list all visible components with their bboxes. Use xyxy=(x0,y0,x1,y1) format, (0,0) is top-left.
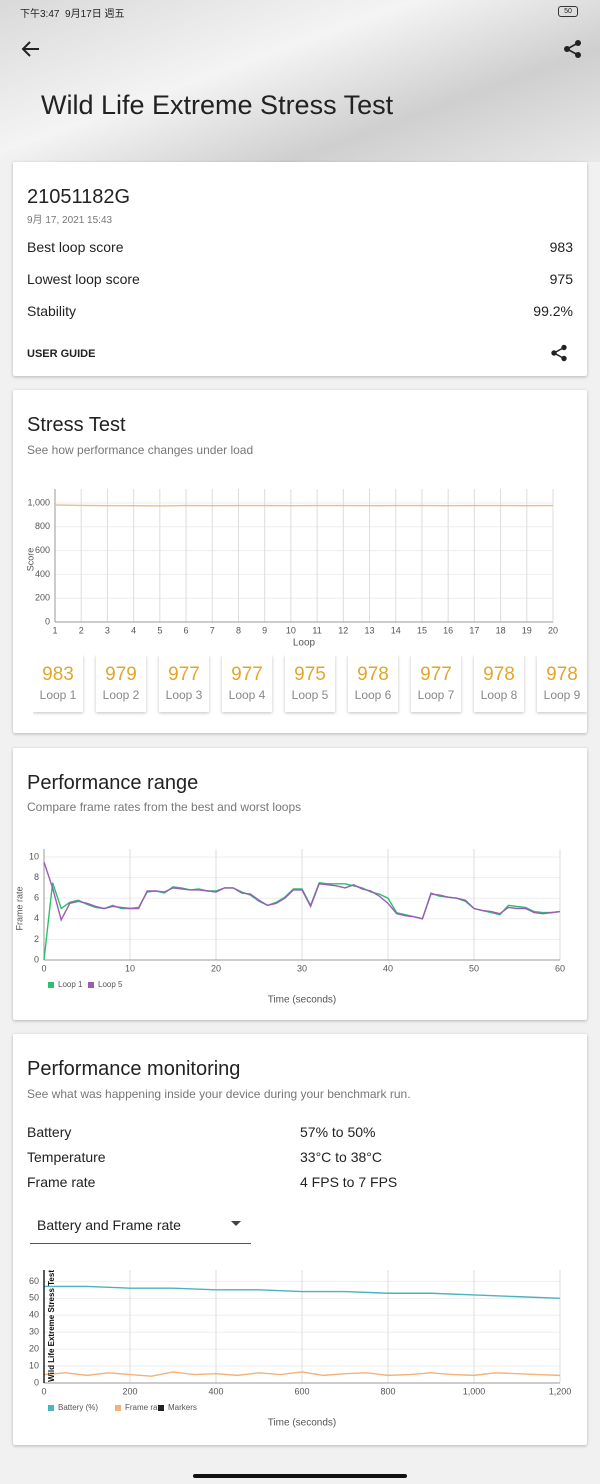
section-subtitle: See what was happening inside your devic… xyxy=(27,1087,411,1101)
device-name: 21051182G xyxy=(27,186,131,208)
monitor-row: Battery 57% to 50% xyxy=(27,1124,527,1140)
value: 983 xyxy=(549,239,573,255)
loop-card: 979 Loop 2 xyxy=(96,655,146,712)
loop-label: Loop 2 xyxy=(102,688,140,702)
status-bar: 下午3:47 9月17日 週五 xyxy=(20,5,125,20)
loop-label: Loop 6 xyxy=(354,688,392,702)
loop-card: 983 Loop 1 xyxy=(33,655,83,712)
loop-score: 975 xyxy=(294,664,326,685)
loop-card: 977 Loop 4 xyxy=(222,655,272,712)
dropdown-arrow xyxy=(231,1221,241,1226)
share-button[interactable] xyxy=(563,39,583,59)
label: Temperature xyxy=(27,1149,106,1165)
loop-score: 977 xyxy=(231,664,263,685)
loop-card: 978 Loop 9 xyxy=(537,655,587,712)
chart-dropdown[interactable]: Battery and Frame rate xyxy=(30,1206,251,1244)
loop-score: 977 xyxy=(168,664,200,685)
loop-card: 978 Loop 6 xyxy=(348,655,398,712)
value: 975 xyxy=(549,271,573,287)
summary-card: 21051182G 9月 17, 2021 15:43 Best loop sc… xyxy=(13,162,587,376)
page-title: Wild Life Extreme Stress Test xyxy=(41,90,394,120)
label: Lowest loop score xyxy=(27,271,140,287)
stress-card: Stress Test See how performance changes … xyxy=(13,390,587,733)
time: 下午3:47 xyxy=(20,9,60,20)
loop-score: 979 xyxy=(105,664,137,685)
section-title: Performance monitoring xyxy=(27,1058,241,1080)
section-title: Stress Test xyxy=(27,414,126,436)
battery-icon: 50 xyxy=(558,6,578,17)
section-subtitle: Compare frame rates from the best and wo… xyxy=(27,800,302,814)
monitoring-card: Performance monitoring See what was happ… xyxy=(13,1034,587,1445)
loop-card: 977 Loop 7 xyxy=(411,655,461,712)
loop-label: Loop 5 xyxy=(291,688,329,702)
label: Stability xyxy=(27,303,77,319)
monitor-row: Frame rate 4 FPS to 7 FPS xyxy=(27,1174,527,1190)
value: 4 FPS to 7 FPS xyxy=(300,1174,398,1190)
loop-card: 975 Loop 5 xyxy=(285,655,335,712)
section-title: Performance range xyxy=(27,772,199,794)
label: Battery xyxy=(27,1124,72,1140)
loop-card: 978 Loop 8 xyxy=(474,655,524,712)
value: 57% to 50% xyxy=(300,1124,376,1140)
value: 99.2% xyxy=(533,303,573,319)
summary-row: Stability 99.2% xyxy=(27,303,573,319)
header-background xyxy=(0,0,600,162)
loop-score: 978 xyxy=(546,664,578,685)
loop-list: 983 Loop 1 979 Loop 2 977 Loop 3 977 Loop 4 975 L… xyxy=(33,655,587,717)
loop-label: Loop 8 xyxy=(480,688,518,702)
loop-card: 977 Loop 3 xyxy=(159,655,209,712)
loop-label: Loop 9 xyxy=(543,688,581,702)
loop-label: Loop 1 xyxy=(39,688,77,702)
loop-score: 977 xyxy=(420,664,452,685)
user-guide-link[interactable]: USER GUIDE xyxy=(27,348,96,360)
loop-score: 983 xyxy=(42,664,74,685)
label: Frame rate xyxy=(27,1174,96,1190)
section-subtitle: See how performance changes under load xyxy=(27,443,254,457)
range-card: Performance range Compare frame rates fr… xyxy=(13,748,587,1020)
label: Best loop score xyxy=(27,239,124,255)
back-button[interactable] xyxy=(20,38,42,60)
summary-row: Best loop score 983 xyxy=(27,239,573,255)
share-button[interactable] xyxy=(550,344,568,362)
loop-label: Loop 4 xyxy=(228,688,266,702)
dropdown-value: Battery and Frame rate xyxy=(37,1217,181,1233)
loop-score: 978 xyxy=(357,664,389,685)
value: 33°C to 38°C xyxy=(300,1149,383,1165)
home-indicator xyxy=(193,1474,407,1478)
run-date: 9月 17, 2021 15:43 xyxy=(27,215,113,226)
loop-label: Loop 7 xyxy=(417,688,455,702)
date: 9月17日 週五 xyxy=(65,9,125,20)
loop-score: 978 xyxy=(483,664,515,685)
loop-label: Loop 3 xyxy=(165,688,203,702)
monitor-row: Temperature 33°C to 38°C xyxy=(27,1149,527,1165)
summary-row: Lowest loop score 975 xyxy=(27,271,573,287)
